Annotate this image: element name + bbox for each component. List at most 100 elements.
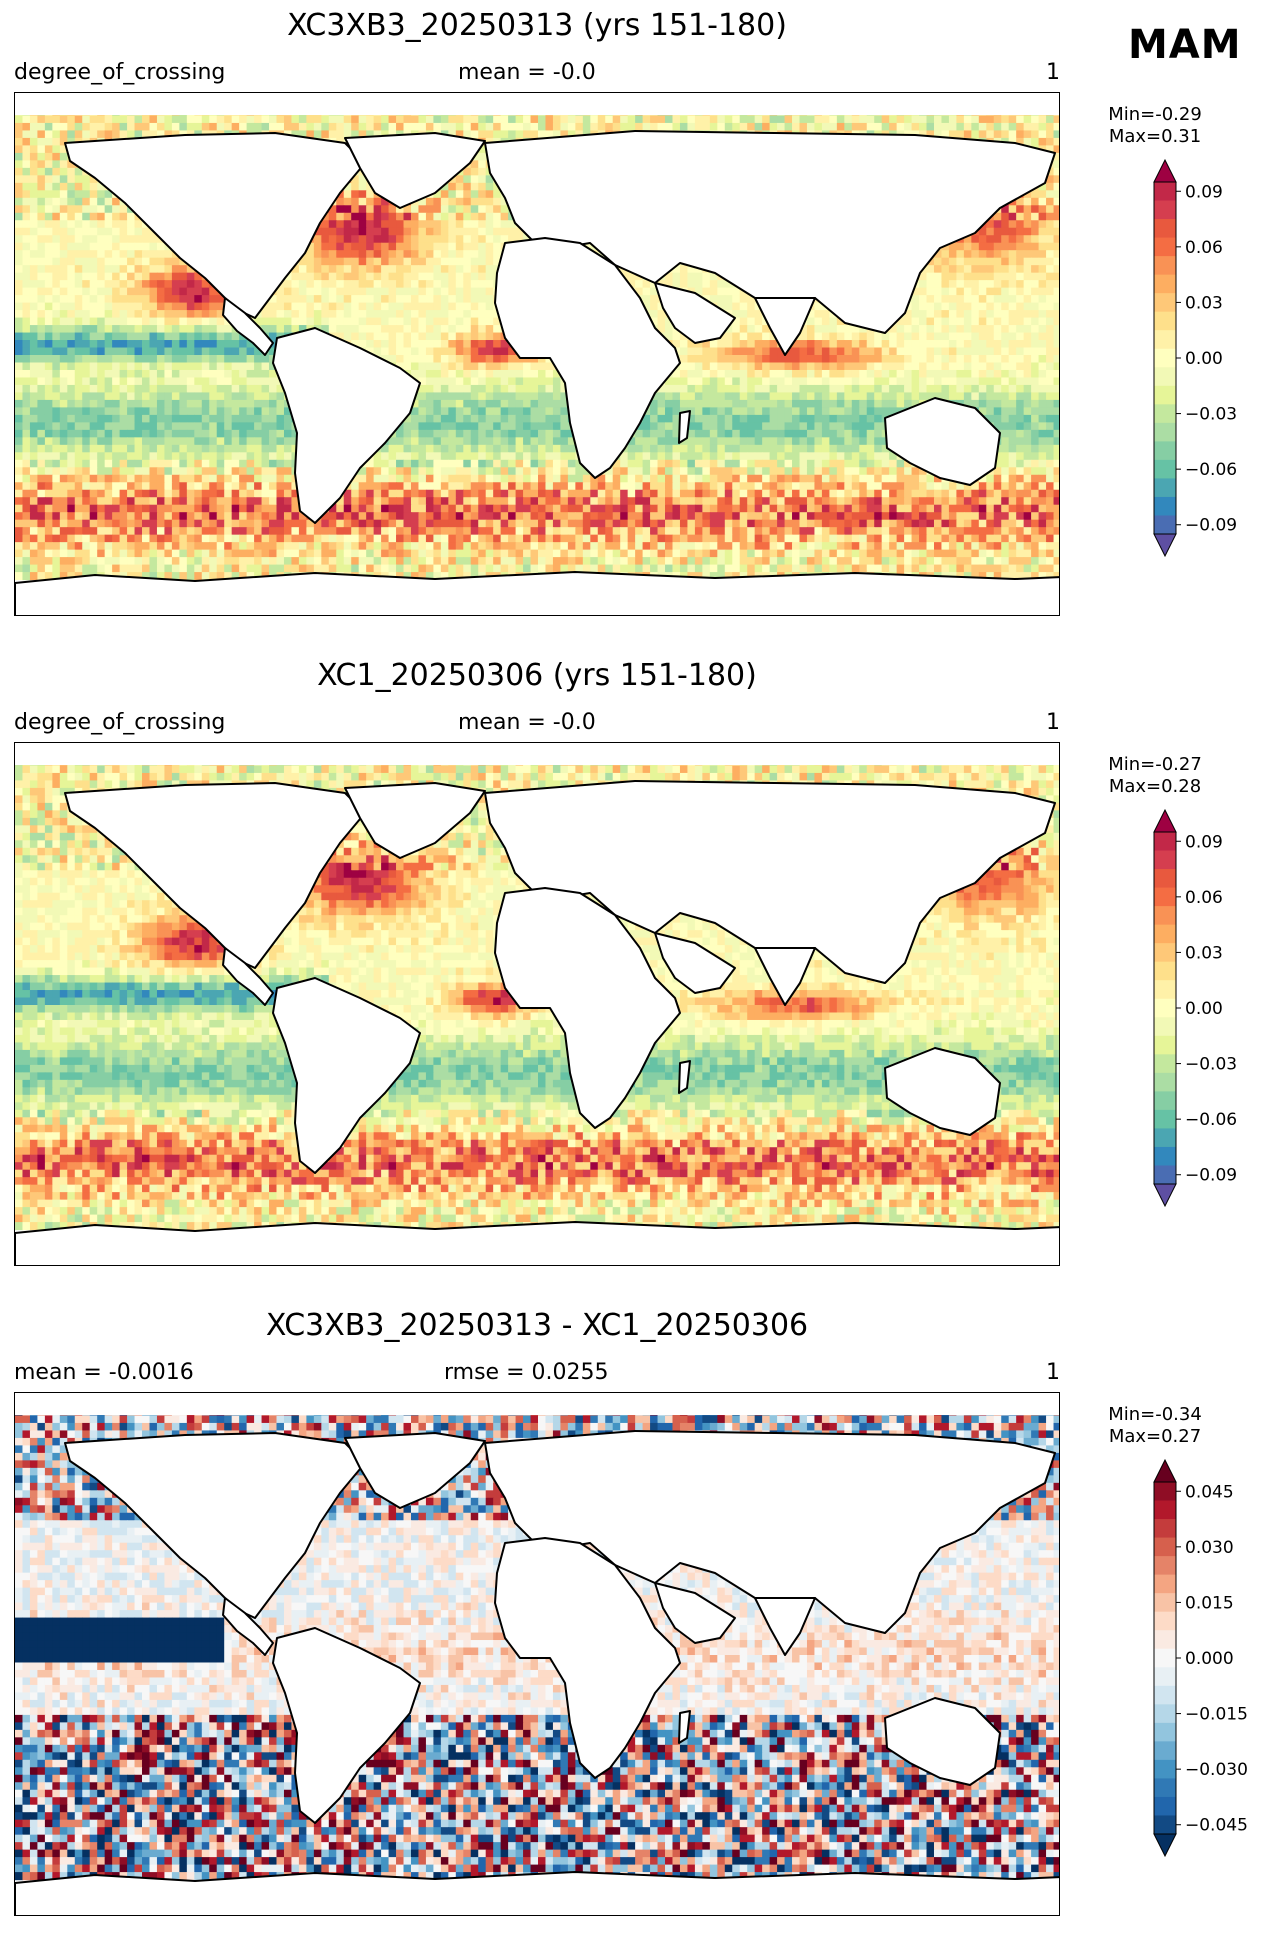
mean-label: mean = -0.0	[458, 60, 596, 86]
colorbar-bin	[1154, 460, 1176, 479]
colorbar-extend-max	[1154, 810, 1176, 832]
colorbar-bin	[1154, 906, 1176, 925]
map-canvas	[15, 1393, 1060, 1916]
colorbar-bin	[1154, 1760, 1176, 1779]
colorbar-extend-min	[1154, 534, 1176, 556]
colorbar-bin	[1154, 256, 1176, 275]
colorbar-bin	[1154, 925, 1176, 944]
colorbar-canvas: 0.090.060.030.00−0.03−0.06−0.09	[1150, 158, 1260, 558]
colorbar-bin	[1154, 1630, 1176, 1649]
colorbar-bin	[1154, 1556, 1176, 1575]
colorbar-bin	[1154, 349, 1176, 368]
arctic-blank	[15, 1393, 1060, 1415]
colorbar-extend-min	[1154, 1184, 1176, 1206]
variable-label: degree_of_crossing	[14, 710, 225, 736]
colorbar-tick-label: 0.03	[1185, 293, 1223, 313]
map-canvas	[15, 743, 1060, 1266]
colorbar-bin	[1154, 1612, 1176, 1631]
colorbar-bin	[1154, 832, 1176, 851]
colorbar-bin	[1154, 1741, 1176, 1760]
colorbar-bin	[1154, 1667, 1176, 1686]
colorbar-bin	[1154, 275, 1176, 294]
colorbar-bin	[1154, 1575, 1176, 1594]
colorbar-bin	[1154, 1723, 1176, 1742]
colorbar-bin	[1154, 999, 1176, 1018]
colorbar-canvas: 0.090.060.030.00−0.03−0.06−0.09	[1150, 808, 1260, 1208]
colorbar-bin	[1154, 1519, 1176, 1538]
colorbar-tick-label: 0.09	[1185, 832, 1223, 852]
colorbar-tick-label: −0.06	[1185, 1110, 1237, 1130]
colorbar-bin	[1154, 312, 1176, 331]
colorbar-bin	[1154, 404, 1176, 423]
colorbar-bin	[1154, 515, 1176, 534]
colorbar-bin	[1154, 1017, 1176, 1036]
colorbar-tick-label: 0.09	[1185, 182, 1223, 202]
colorbar-bin	[1154, 497, 1176, 516]
colorbar-tick-label: 0.00	[1185, 349, 1223, 369]
colorbar-bin	[1154, 1704, 1176, 1723]
colorbar-bin	[1154, 851, 1176, 870]
colorbar-tick-label: 0.045	[1185, 1482, 1234, 1502]
colorbar-extend-min	[1154, 1834, 1176, 1856]
colorbar-bin	[1154, 386, 1176, 405]
colorbar-tick-label: 0.06	[1185, 888, 1223, 908]
arctic-blank	[15, 743, 1060, 765]
colorbar-bin	[1154, 1110, 1176, 1129]
colorbar-tick-label: −0.030	[1185, 1760, 1248, 1780]
colorbar-bin	[1154, 182, 1176, 201]
mean-label: mean = -0.0	[458, 710, 596, 736]
world-map	[14, 742, 1060, 1266]
colorbar-tick-label: −0.06	[1185, 460, 1237, 480]
colorbar-bin	[1154, 238, 1176, 257]
colorbar-tick-label: 0.03	[1185, 943, 1223, 963]
variable-label: degree_of_crossing	[14, 60, 225, 86]
colorbar-tick-label: 0.000	[1185, 1649, 1234, 1669]
colorbar-bin	[1154, 293, 1176, 312]
map-panel-2: XC1_20250306 (yrs 151-180) degree_of_cro…	[0, 650, 1284, 1290]
colorbar-bin	[1154, 1091, 1176, 1110]
panel-title: XC3XB3_20250313 - XC1_20250306	[14, 1308, 1060, 1344]
colorbar-bin	[1154, 219, 1176, 238]
colorbar-bin	[1154, 330, 1176, 349]
colorbar-tick-label: −0.09	[1185, 516, 1237, 536]
colorbar-tick-label: −0.03	[1185, 405, 1237, 425]
colorbar-bin	[1154, 441, 1176, 460]
rmse-label: rmse = 0.0255	[444, 1360, 608, 1386]
level-label: 1	[1046, 60, 1060, 86]
colorbar-bin	[1154, 888, 1176, 907]
world-map	[14, 92, 1060, 616]
colorbar-bin	[1154, 1147, 1176, 1166]
colorbar-bin	[1154, 1778, 1176, 1797]
map-panel-1: XC3XB3_20250313 (yrs 151-180) degree_of_…	[0, 0, 1284, 640]
colorbar-tick-label: −0.015	[1185, 1705, 1248, 1725]
world-map	[14, 1392, 1060, 1916]
panel-title: XC1_20250306 (yrs 151-180)	[14, 658, 1060, 694]
colorbar-bin	[1154, 1073, 1176, 1092]
arctic-blank	[15, 93, 1060, 115]
colorbar-tick-label: −0.045	[1185, 1816, 1248, 1836]
colorbar-bin	[1154, 201, 1176, 220]
colorbar-extend-max	[1154, 160, 1176, 182]
colorbar-bin	[1154, 423, 1176, 442]
colorbar-bin	[1154, 980, 1176, 999]
colorbar-bin	[1154, 1128, 1176, 1147]
map-canvas	[15, 93, 1060, 616]
colorbar-bin	[1154, 1593, 1176, 1612]
colorbar-bin	[1154, 962, 1176, 981]
colorbar-bin	[1154, 1649, 1176, 1668]
mean-label: mean = -0.0016	[14, 1360, 194, 1386]
colorbar-extend-max	[1154, 1460, 1176, 1482]
min-max-label: Min=-0.29 Max=0.31	[1100, 104, 1210, 148]
panel-title: XC3XB3_20250313 (yrs 151-180)	[14, 8, 1060, 44]
level-label: 1	[1046, 1360, 1060, 1386]
colorbar-tick-label: −0.09	[1185, 1166, 1237, 1186]
colorbar-bin	[1154, 1815, 1176, 1834]
min-max-label: Min=-0.34 Max=0.27	[1100, 1404, 1210, 1448]
colorbar-bin	[1154, 1501, 1176, 1520]
colorbar-tick-label: −0.03	[1185, 1055, 1237, 1075]
colorbar-bin	[1154, 1538, 1176, 1557]
colorbar-bin	[1154, 1686, 1176, 1705]
